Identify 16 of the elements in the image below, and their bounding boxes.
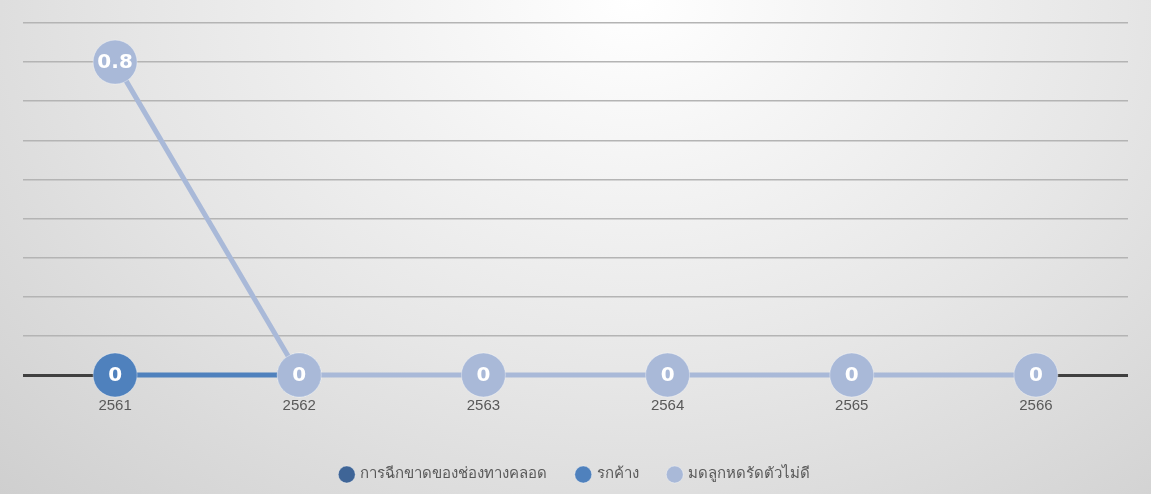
legend-label: มดลูกหดรัดตัวไม่ดี	[688, 464, 811, 483]
x-tick-label: 2564	[650, 396, 685, 414]
x-tick-label: 2562	[282, 396, 316, 414]
x-tick-label: 2565	[835, 396, 869, 414]
data-label: 0	[1028, 362, 1043, 387]
x-tick-label: 2566	[1019, 396, 1053, 414]
data-label: 0	[476, 362, 491, 387]
x-tick-label: 2563	[466, 396, 501, 414]
data-label: 0	[660, 362, 675, 387]
data-label: 0	[844, 362, 859, 387]
data-label: 0	[108, 362, 123, 387]
data-label: 0.8	[97, 49, 133, 74]
legend-label: การฉีกขาดของช่องทางคลอด	[360, 464, 548, 483]
legend-label: รกค้าง	[596, 464, 639, 483]
x-tick-label: 2561	[98, 396, 132, 414]
data-label: 0	[292, 362, 307, 387]
